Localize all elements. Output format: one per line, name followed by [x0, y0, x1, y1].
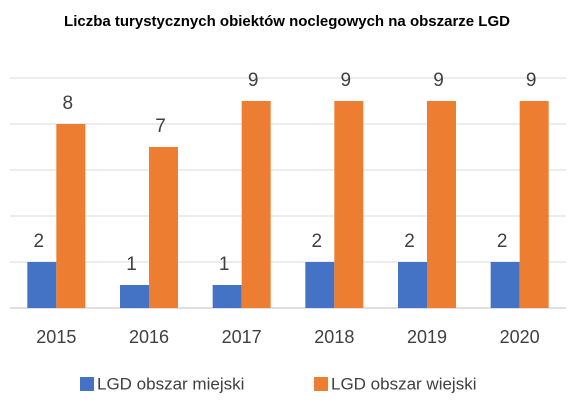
data-label: 1	[126, 254, 137, 275]
data-label: 9	[526, 70, 537, 91]
data-label: 9	[341, 70, 352, 91]
bar	[56, 124, 86, 308]
legend-swatch	[80, 377, 94, 391]
bar	[519, 101, 549, 308]
x-tick-label: 2020	[500, 327, 540, 347]
data-label: 2	[497, 231, 508, 252]
legend-swatch	[314, 377, 328, 391]
x-tick-label: 2016	[129, 327, 169, 347]
data-label: 2	[404, 231, 415, 252]
legend-label: LGD obszar miejski	[97, 374, 244, 393]
data-label: 1	[219, 254, 230, 275]
data-label: 7	[155, 116, 166, 137]
bar	[212, 285, 242, 308]
data-label: 9	[433, 70, 444, 91]
bar	[490, 262, 520, 308]
bar	[27, 262, 57, 308]
bar	[149, 147, 178, 308]
legend-label: LGD obszar wiejski	[331, 374, 477, 393]
x-tick-label: 2017	[222, 327, 262, 347]
bar	[241, 101, 271, 308]
data-label: 8	[63, 93, 74, 114]
x-tick-label: 2015	[36, 327, 76, 347]
bar	[427, 101, 456, 308]
chart-title: Liczba turystycznych obiektów noclegowyc…	[64, 13, 510, 30]
bar	[120, 285, 149, 308]
bar	[305, 262, 335, 308]
data-label: 9	[248, 70, 259, 91]
x-tick-label: 2019	[407, 327, 447, 347]
data-label: 2	[34, 231, 45, 252]
x-tick-label: 2018	[314, 327, 354, 347]
bar	[398, 262, 427, 308]
bar	[334, 101, 364, 308]
data-label: 2	[312, 231, 323, 252]
